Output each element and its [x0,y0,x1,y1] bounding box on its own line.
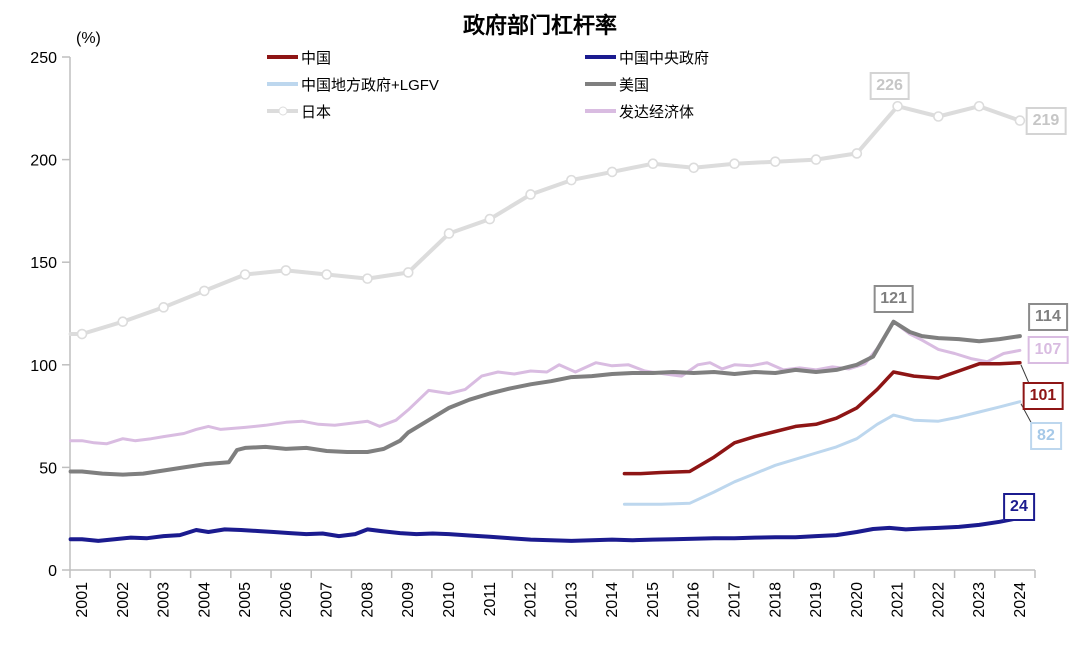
japan-marker [199,285,210,297]
x-tick-label: 2009 [400,582,417,618]
x-tick-label: 2019 [808,582,825,618]
legend-item-advanced-economies: 发达经济体 [585,100,694,122]
japan-marker [484,213,496,225]
legend-label-china: 中国 [301,49,332,67]
legend-item-china-central-gov: 中国中央政府 [585,46,709,68]
japan-marker [769,156,781,167]
x-tick-label: 2001 [74,582,91,618]
japan-marker [1014,115,1026,126]
x-tick-label: 2018 [767,582,784,618]
x-tick-label: 2011 [482,582,499,617]
japan-marker [525,189,536,200]
japan-marker [729,158,740,170]
x-tick-label: 2005 [237,582,254,618]
legend-label-china-local-lgfv: 中国地方政府+LGFV [301,76,439,94]
japan-marker [933,111,944,122]
japan-marker [443,228,455,239]
y-tick-label: 200 [30,153,57,170]
legend-label-us: 美国 [619,76,650,94]
japan-marker [688,162,700,174]
legend-swatch-advanced-economies [585,109,616,113]
legend-swatch-us [585,82,616,86]
series-line-us [68,319,1022,477]
series-line-china [622,360,1022,476]
legend-item-china: 中国 [267,46,331,68]
x-tick-label: 2012 [523,582,540,618]
legend-swatch-china-central-gov [585,55,616,59]
y-axis-unit-label: (%) [76,30,101,47]
x-tick-label: 2016 [686,582,703,618]
end-label-advanced-economies-107: 107 [1027,336,1069,365]
japan-marker [892,100,903,112]
y-tick-label: 50 [39,460,57,477]
japan-marker [647,158,659,170]
series-line-china-local-lgfv [622,400,1022,506]
y-tick-label: 150 [30,255,57,272]
end-label-us-114: 114 [1028,303,1068,332]
japan-marker [158,302,169,313]
y-tick-label: 250 [30,50,57,67]
x-tick-label: 2004 [196,582,213,618]
end-label-china-101: 101 [1022,381,1064,410]
japan-marker [606,166,618,178]
legend-item-china-local-lgfv: 中国地方政府+LGFV [267,73,439,95]
x-tick-label: 2020 [849,582,866,618]
chart-title: 政府部门杠杆率 [462,13,617,38]
end-label-japan-219: 219 [1025,106,1067,135]
end-label-japan-226: 226 [869,72,910,101]
legend-label-advanced-economies: 发达经济体 [619,103,695,121]
x-tick-label: 2017 [726,582,743,618]
japan-marker [321,269,332,280]
japan-marker [117,316,129,328]
x-tick-label: 2006 [278,582,295,618]
japan-marker [402,267,414,278]
x-tick-label: 2002 [115,582,132,618]
legend-item-us: 美国 [585,73,649,95]
japan-marker [76,328,88,340]
legend-marker-japan [278,106,287,116]
series-line-china-central-gov [68,515,1022,543]
japan-marker [239,269,251,280]
x-tick-label: 2014 [604,582,621,618]
x-tick-label: 2023 [971,582,988,618]
x-tick-label: 2015 [645,582,662,618]
x-tick-label: 2007 [319,582,336,618]
end-label-china-central-gov-24: 24 [1003,492,1035,521]
x-tick-label: 2008 [359,582,376,618]
x-tick-label: 2021 [890,582,907,618]
japan-marker [973,100,985,112]
series-line-advanced-economies [69,320,1022,446]
y-tick-label: 100 [30,358,57,375]
x-tick-label: 2013 [563,582,580,618]
end-label-china-local-lgfv-82: 82 [1030,421,1062,450]
x-tick-label: 2024 [1012,582,1029,618]
japan-marker [810,154,822,165]
japan-marker [280,265,292,276]
legend-label-china-central-gov: 中国中央政府 [619,49,710,67]
x-tick-label: 2010 [441,582,458,618]
legend-swatch-china [267,55,298,59]
japan-marker [362,273,373,284]
japan-marker [851,148,863,159]
legend-label-japan: 日本 [301,103,332,121]
x-tick-label: 2022 [930,582,947,618]
legend-swatch-china-local-lgfv [267,82,298,86]
end-label-us-121: 121 [873,284,914,313]
y-tick-label: 0 [48,563,57,580]
legend-swatch-japan [267,106,298,116]
x-tick-label: 2003 [156,582,173,618]
legend-item-japan: 日本 [267,100,331,122]
japan-marker [566,174,577,186]
